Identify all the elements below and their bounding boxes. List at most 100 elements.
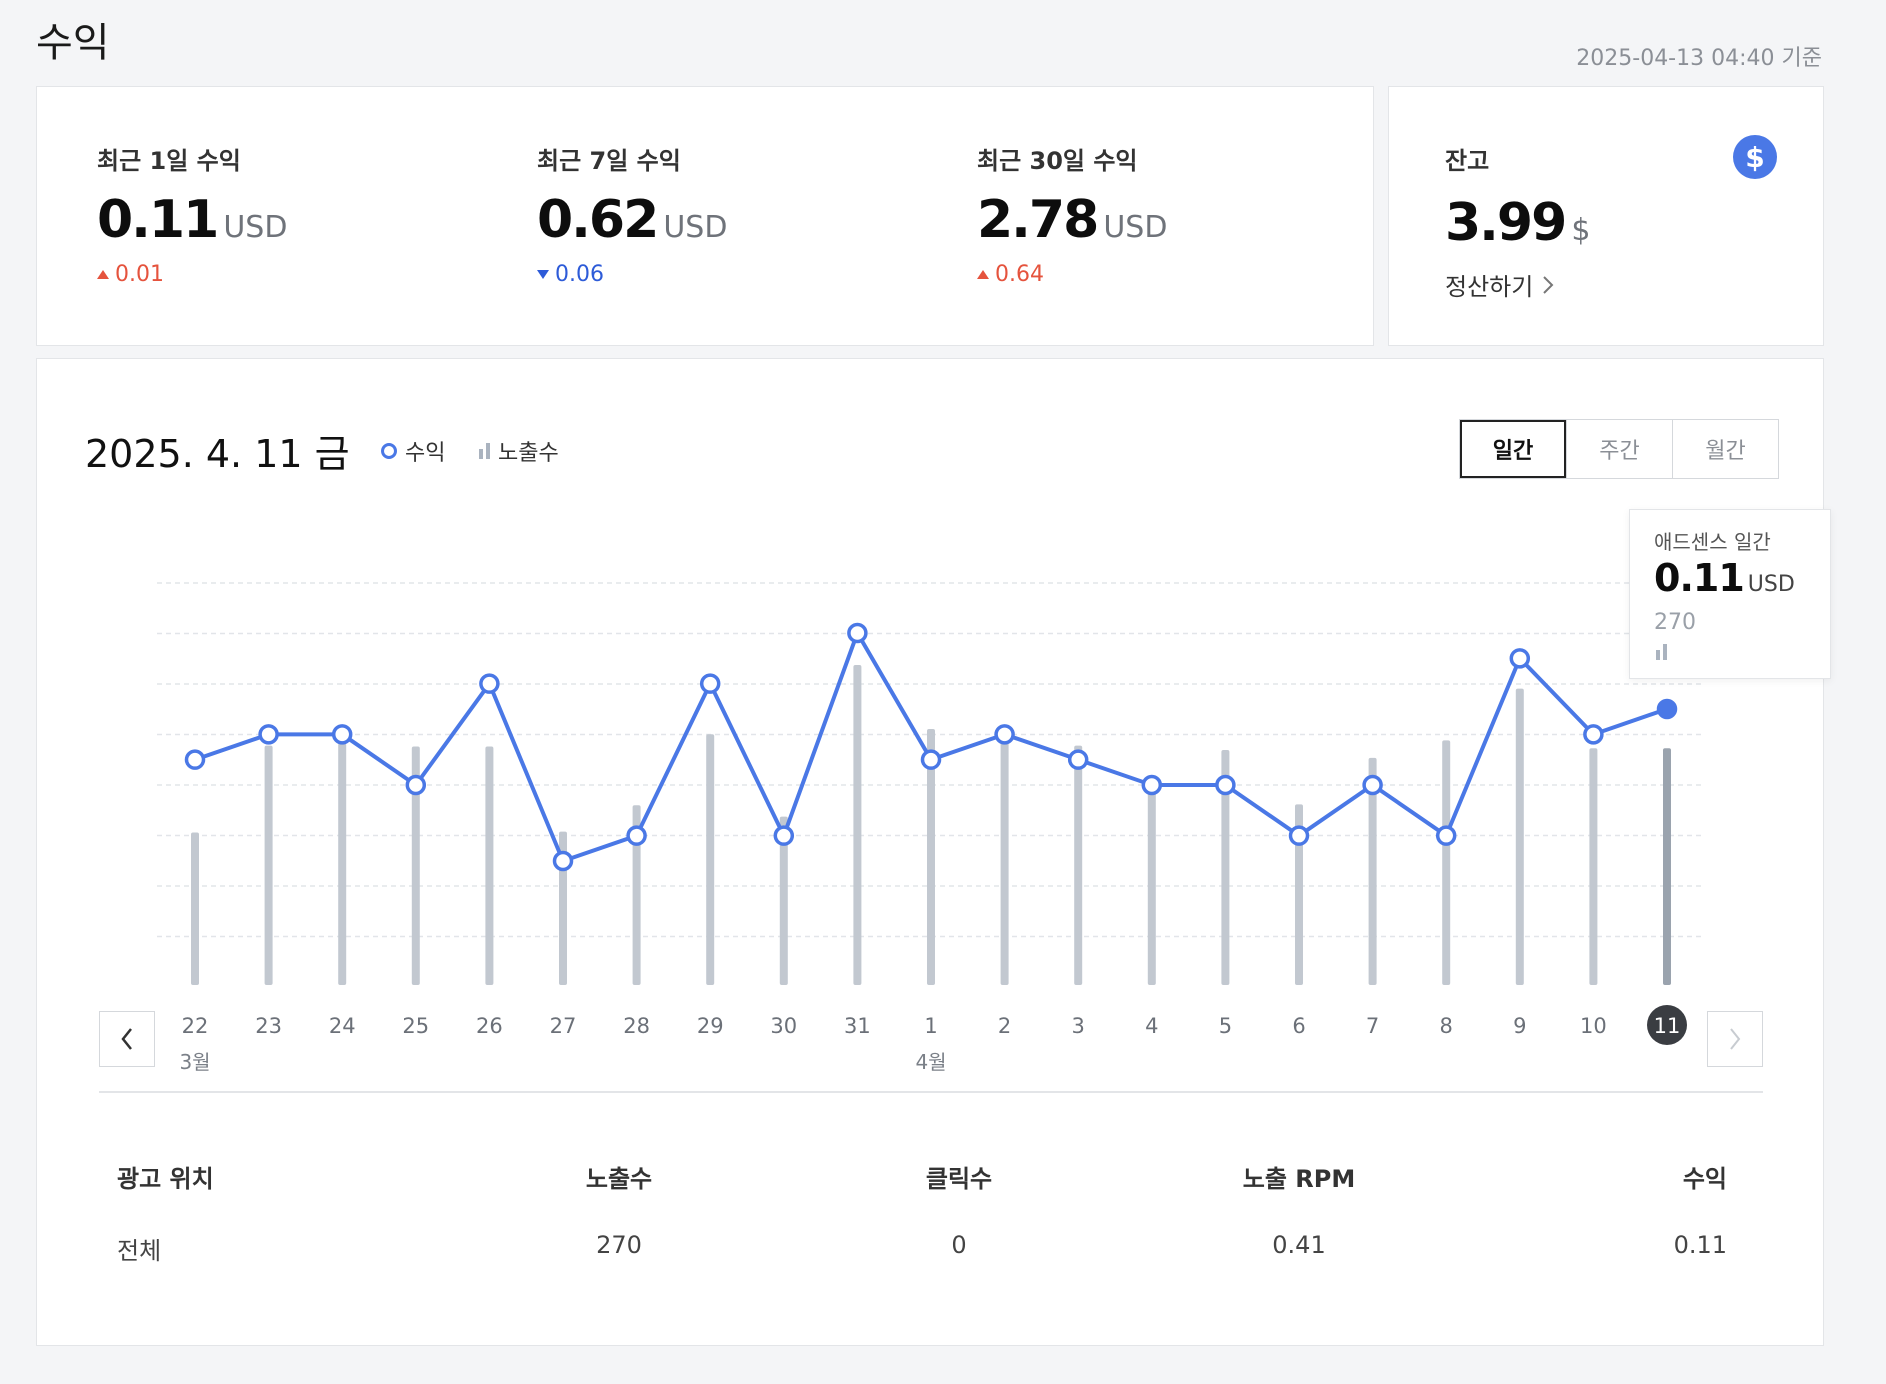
chevron-right-icon: [1543, 275, 1554, 294]
summary-item-7d: 최근 7일 수익 0.62 USD 0.06: [537, 141, 727, 287]
impression-bar: [1000, 736, 1009, 985]
summary-item-1d: 최근 1일 수익 0.11 USD 0.01: [97, 141, 287, 287]
impression-bar: [927, 729, 935, 985]
legend-label: 노출수: [498, 441, 559, 466]
x-tick-label[interactable]: 10: [1580, 1014, 1607, 1038]
impression-bar: [485, 746, 494, 985]
chart-divider: [99, 1091, 1763, 1093]
summary-delta-value: 0.06: [555, 262, 604, 287]
impression-bar: [1515, 688, 1524, 985]
revenue-point[interactable]: [479, 673, 500, 694]
period-daily[interactable]: 일간: [1460, 420, 1566, 478]
period-weekly[interactable]: 주간: [1566, 420, 1672, 478]
tooltip-amount: 0.11 USD: [1654, 556, 1795, 600]
revenue-point[interactable]: [626, 825, 647, 846]
revenue-point[interactable]: [258, 724, 279, 745]
summary-value: 2.78: [977, 190, 1099, 250]
summary-label: 최근 1일 수익: [97, 147, 241, 175]
chevron-right-icon: [1730, 1028, 1741, 1050]
x-tick-label[interactable]: 28: [623, 1014, 650, 1038]
revenue-point[interactable]: [699, 673, 721, 694]
table-cell-rpm: 0.41: [1272, 1231, 1326, 1259]
chevron-left-icon: [121, 1028, 132, 1050]
triangle-up-icon: [977, 270, 989, 279]
next-button[interactable]: [1707, 1011, 1763, 1067]
revenue-point[interactable]: [1656, 698, 1678, 720]
period-monthly[interactable]: 월간: [1672, 420, 1778, 478]
revenue-point[interactable]: [847, 622, 868, 644]
x-tick-label[interactable]: 27: [550, 1014, 577, 1038]
x-tick-label[interactable]: 23: [255, 1014, 282, 1038]
revenue-point[interactable]: [1583, 724, 1604, 745]
balance-label: 잔고: [1445, 147, 1490, 175]
revenue-point[interactable]: [552, 850, 574, 872]
summary-delta: 0.64: [977, 262, 1167, 287]
x-tick-label[interactable]: 25: [402, 1014, 429, 1038]
impression-bar: [191, 832, 199, 985]
impression-bar: [338, 743, 347, 985]
bars-icon: [1656, 644, 1667, 660]
revenue-point[interactable]: [405, 774, 427, 796]
th-clicks: 클릭수: [925, 1165, 993, 1193]
impression-bar: [1589, 748, 1598, 985]
summary-delta: 0.01: [97, 262, 287, 287]
x-tick-label[interactable]: 11: [1654, 1014, 1681, 1038]
impression-bar: [632, 805, 641, 985]
x-tick-label[interactable]: 5: [1219, 1014, 1232, 1038]
prev-button[interactable]: [99, 1011, 155, 1067]
summary-value: 0.62: [537, 190, 659, 250]
revenue-point[interactable]: [994, 724, 1015, 745]
revenue-point[interactable]: [1215, 774, 1236, 796]
summary-unit: USD: [223, 210, 288, 245]
summary-unit: USD: [1103, 210, 1168, 245]
settle-label: 정산하기: [1445, 273, 1534, 301]
x-tick-label[interactable]: 29: [697, 1014, 724, 1038]
summary-item-30d: 최근 30일 수익 2.78 USD 0.64: [977, 141, 1167, 287]
selected-day-marker[interactable]: [1647, 1005, 1687, 1045]
x-tick-label[interactable]: 30: [770, 1014, 797, 1038]
x-tick-label[interactable]: 7: [1366, 1014, 1379, 1038]
impression-bar: [1074, 745, 1083, 985]
legend-label: 수익: [405, 441, 446, 466]
dollar-icon: $: [1733, 135, 1777, 179]
x-tick-label[interactable]: 31: [844, 1014, 871, 1038]
revenue-point[interactable]: [920, 749, 942, 770]
x-tick-label[interactable]: 6: [1292, 1014, 1305, 1038]
tooltip-unit: USD: [1747, 572, 1795, 597]
th-revenue: 수익: [1682, 1165, 1727, 1193]
impression-bar: [411, 746, 420, 985]
x-tick-label[interactable]: 9: [1513, 1014, 1526, 1038]
legend-revenue: 수익: [381, 435, 445, 467]
th-impressions: 노출수: [585, 1165, 653, 1193]
revenue-point[interactable]: [1362, 774, 1383, 796]
x-tick-label[interactable]: 22: [182, 1014, 209, 1038]
impression-bar: [1147, 788, 1156, 985]
x-tick-label[interactable]: 26: [476, 1014, 503, 1038]
revenue-point[interactable]: [1435, 825, 1457, 846]
x-tick-label[interactable]: 3: [1072, 1014, 1085, 1038]
impression-bar: [853, 665, 862, 985]
summary-card: 최근 1일 수익 0.11 USD 0.01 최근 7일 수익 0.62 USD…: [36, 86, 1374, 346]
revenue-point[interactable]: [1288, 825, 1310, 846]
x-tick-label[interactable]: 24: [329, 1014, 356, 1038]
impression-bar: [1663, 748, 1671, 985]
month-label: 4월: [915, 1050, 946, 1074]
th-rpm: 노출 RPM: [1242, 1165, 1356, 1193]
settle-link[interactable]: 정산하기: [1445, 267, 1555, 302]
revenue-point[interactable]: [331, 724, 353, 745]
x-tick-label[interactable]: 8: [1440, 1014, 1453, 1038]
x-tick-label[interactable]: 4: [1145, 1014, 1158, 1038]
impression-bar: [1368, 757, 1377, 985]
x-tick-label[interactable]: 1: [924, 1014, 937, 1038]
revenue-point[interactable]: [1141, 774, 1163, 796]
summary-delta: 0.06: [537, 262, 727, 287]
summary-delta-value: 0.01: [115, 262, 164, 287]
revenue-point[interactable]: [1067, 749, 1089, 770]
revenue-point[interactable]: [1509, 648, 1531, 669]
revenue-point[interactable]: [184, 749, 206, 770]
x-tick-label[interactable]: 2: [998, 1014, 1011, 1038]
th-ad-position: 광고 위치: [117, 1165, 214, 1193]
impression-bar: [1221, 750, 1230, 985]
revenue-point[interactable]: [773, 825, 795, 846]
